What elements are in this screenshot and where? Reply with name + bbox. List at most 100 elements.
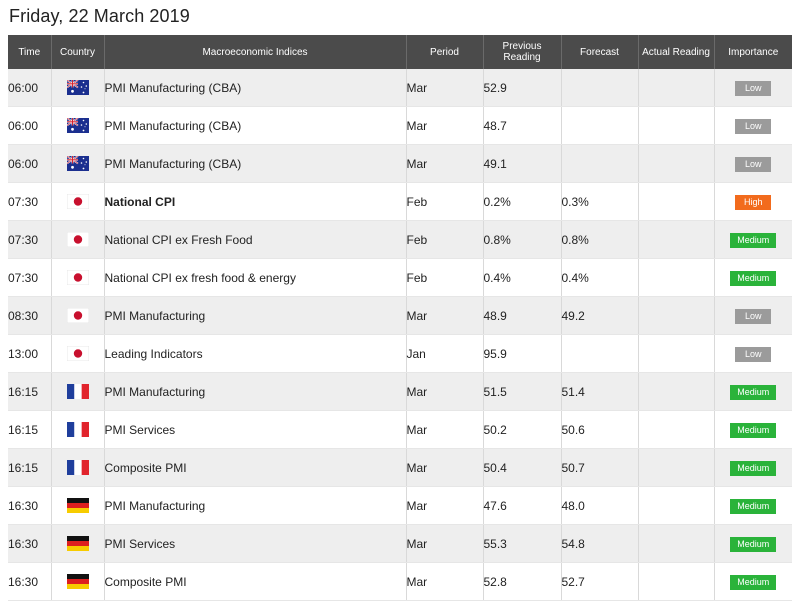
event-forecast: 50.6: [561, 410, 639, 449]
event-importance: Medium: [714, 410, 792, 449]
event-name: PMI Manufacturing (CBA): [104, 69, 407, 107]
event-actual: [638, 372, 715, 411]
table-row[interactable]: 07:30 National CPI ex fresh food & energy…: [8, 258, 792, 297]
event-period: Mar: [406, 69, 484, 107]
table-row[interactable]: 06:00 PMI Manufacturing (CBA) Mar 52.9 Low: [8, 69, 792, 107]
event-country: [51, 410, 105, 449]
event-actual: [638, 106, 715, 145]
column-header-time[interactable]: Time: [8, 35, 52, 69]
event-previous: 50.4: [483, 448, 562, 487]
table-row[interactable]: 16:15 PMI Manufacturing Mar 51.5 51.4 Medium: [8, 372, 792, 411]
table-row[interactable]: 16:30 PMI Manufacturing Mar 47.6 48.0 Medium: [8, 486, 792, 525]
column-header-forecast[interactable]: Forecast: [561, 35, 639, 69]
event-name: National CPI ex Fresh Food: [104, 220, 407, 259]
event-actual: [638, 220, 715, 259]
event-country: [51, 144, 105, 183]
event-name: PMI Manufacturing: [104, 486, 407, 525]
event-forecast: 51.4: [561, 372, 639, 411]
table-row[interactable]: 06:00 PMI Manufacturing (CBA) Mar 48.7 Low: [8, 106, 792, 145]
event-name: Composite PMI: [104, 448, 407, 487]
australia-flag-icon: [66, 118, 89, 134]
event-importance: Medium: [714, 448, 792, 487]
event-time: 07:30: [8, 220, 52, 259]
importance-badge: Low: [735, 118, 772, 134]
event-forecast: 0.3%: [561, 182, 639, 221]
table-row[interactable]: 16:15 Composite PMI Mar 50.4 50.7 Medium: [8, 448, 792, 487]
france-flag-icon: [66, 384, 89, 400]
event-importance: Medium: [714, 524, 792, 563]
event-name: National CPI: [104, 182, 407, 221]
event-country: [51, 296, 105, 335]
event-time: 16:30: [8, 562, 52, 601]
table-row[interactable]: 07:30 National CPI ex Fresh Food Feb 0.8% 0.…: [8, 220, 792, 259]
page-title: Friday, 22 March 2019: [9, 6, 190, 26]
france-flag-icon: [66, 460, 89, 476]
importance-badge: Low: [735, 156, 772, 172]
table-row[interactable]: 07:30 National CPI Feb 0.2% 0.3% High: [8, 182, 792, 221]
event-country: [51, 182, 105, 221]
event-importance: Low: [714, 144, 792, 183]
importance-badge: Medium: [730, 498, 777, 514]
event-forecast: 0.8%: [561, 220, 639, 259]
column-header-actual[interactable]: Actual Reading: [638, 35, 715, 69]
event-country: [51, 106, 105, 145]
event-period: Mar: [406, 562, 484, 601]
event-importance: Medium: [714, 562, 792, 601]
event-country: [51, 69, 105, 107]
japan-flag-icon: [66, 270, 89, 286]
event-name: PMI Manufacturing (CBA): [104, 144, 407, 183]
event-importance: Medium: [714, 372, 792, 411]
germany-flag-icon: [66, 498, 89, 514]
column-header-country[interactable]: Country: [51, 35, 105, 69]
event-time: 06:00: [8, 144, 52, 183]
event-importance: Medium: [714, 258, 792, 297]
japan-flag-icon: [66, 194, 89, 210]
event-forecast: 0.4%: [561, 258, 639, 297]
event-name: PMI Manufacturing: [104, 296, 407, 335]
event-country: [51, 372, 105, 411]
table-row[interactable]: 06:00 PMI Manufacturing (CBA) Mar 49.1 Low: [8, 144, 792, 183]
japan-flag-icon: [66, 346, 89, 362]
event-time: 06:00: [8, 106, 52, 145]
event-time: 06:00: [8, 69, 52, 107]
table-row[interactable]: 16:15 PMI Services Mar 50.2 50.6 Medium: [8, 410, 792, 449]
event-importance: Medium: [714, 486, 792, 525]
event-forecast: 52.7: [561, 562, 639, 601]
importance-badge: Medium: [730, 422, 777, 438]
event-previous: 0.4%: [483, 258, 562, 297]
event-actual: [638, 486, 715, 525]
column-header-previous[interactable]: Previous Reading: [483, 35, 562, 69]
event-actual: [638, 258, 715, 297]
event-country: [51, 562, 105, 601]
event-previous: 55.3: [483, 524, 562, 563]
event-previous: 0.8%: [483, 220, 562, 259]
event-time: 07:30: [8, 258, 52, 297]
event-period: Feb: [406, 182, 484, 221]
event-time: 16:30: [8, 524, 52, 563]
event-actual: [638, 296, 715, 335]
event-period: Mar: [406, 410, 484, 449]
importance-badge: Low: [735, 346, 772, 362]
table-row[interactable]: 13:00 Leading Indicators Jan 95.9 Low: [8, 334, 792, 373]
event-previous: 0.2%: [483, 182, 562, 221]
importance-badge: Medium: [730, 384, 777, 400]
event-actual: [638, 448, 715, 487]
france-flag-icon: [66, 422, 89, 438]
event-previous: 51.5: [483, 372, 562, 411]
table-row[interactable]: 08:30 PMI Manufacturing Mar 48.9 49.2 Low: [8, 296, 792, 335]
table-row[interactable]: 16:30 PMI Services Mar 55.3 54.8 Medium: [8, 524, 792, 563]
event-time: 16:15: [8, 448, 52, 487]
event-name: Composite PMI: [104, 562, 407, 601]
column-header-importance[interactable]: Importance: [714, 35, 792, 69]
event-country: [51, 524, 105, 563]
event-time: 16:30: [8, 486, 52, 525]
event-period: Jan: [406, 334, 484, 373]
event-country: [51, 220, 105, 259]
column-header-period[interactable]: Period: [406, 35, 484, 69]
australia-flag-icon: [66, 156, 89, 172]
table-row[interactable]: 16:30 Composite PMI Mar 52.8 52.7 Medium: [8, 562, 792, 601]
importance-badge: Low: [735, 80, 772, 96]
event-name: PMI Services: [104, 410, 407, 449]
column-header-event[interactable]: Macroeconomic Indices: [104, 35, 407, 69]
importance-badge: Medium: [730, 536, 777, 552]
